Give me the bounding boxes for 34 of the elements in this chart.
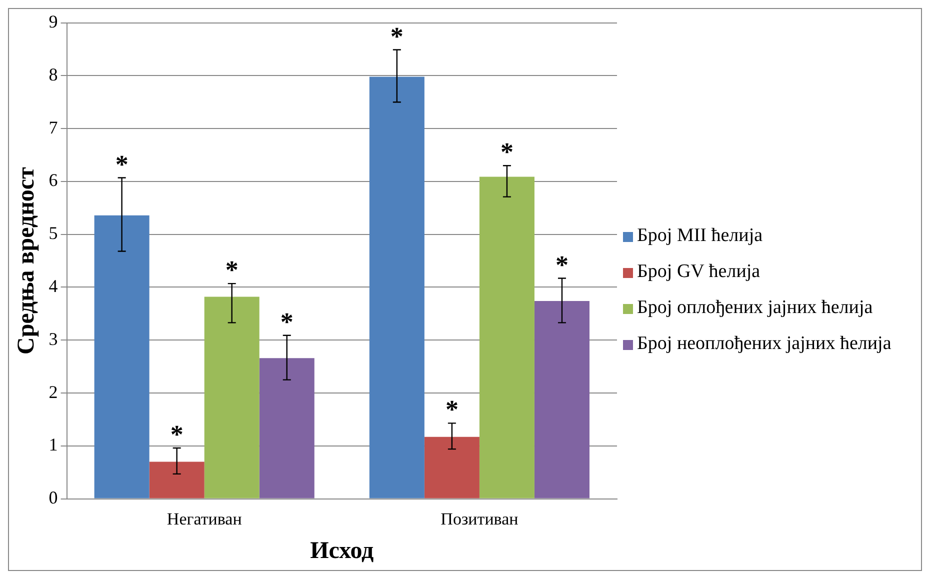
annotation: * xyxy=(500,138,514,167)
bar xyxy=(204,296,260,498)
x-tick-label: Позитиван xyxy=(440,509,518,528)
y-tick-label: 8 xyxy=(48,64,58,84)
annotation: * xyxy=(170,420,184,450)
x-tick-label: Негативан xyxy=(166,509,242,528)
y-tick-label: 1 xyxy=(48,434,58,455)
y-tick-label: 0 xyxy=(48,488,58,508)
annotation: * xyxy=(280,307,294,336)
bar xyxy=(424,436,480,498)
annotation: * xyxy=(115,150,128,179)
bar xyxy=(369,76,424,498)
legend-label: Број оплођених јајних ћелија xyxy=(637,296,873,318)
legend-label: Број неоплођених јајних ћелија xyxy=(637,332,892,354)
y-tick-label: 6 xyxy=(48,170,58,190)
legend-label: Број GV ћелија xyxy=(637,260,760,282)
annotation: * xyxy=(445,395,458,424)
y-tick-label: 3 xyxy=(48,328,58,349)
y-tick-label: 4 xyxy=(48,276,58,296)
bar xyxy=(94,215,150,498)
bar xyxy=(149,462,204,498)
bar xyxy=(479,176,534,498)
y-tick-label: 2 xyxy=(48,382,58,402)
annotation: * xyxy=(390,22,404,51)
y-tick-label: 7 xyxy=(48,117,58,138)
x-axis-title: Исход xyxy=(310,538,374,564)
annotation: * xyxy=(555,250,568,280)
y-tick-label: 5 xyxy=(48,223,58,244)
bar xyxy=(534,300,590,498)
y-axis-title: Средња вредност xyxy=(14,166,40,354)
annotation: * xyxy=(225,256,238,285)
y-tick-label: 9 xyxy=(48,12,58,32)
bar xyxy=(259,358,314,498)
legend-label: Број MII ћелија xyxy=(637,224,763,246)
